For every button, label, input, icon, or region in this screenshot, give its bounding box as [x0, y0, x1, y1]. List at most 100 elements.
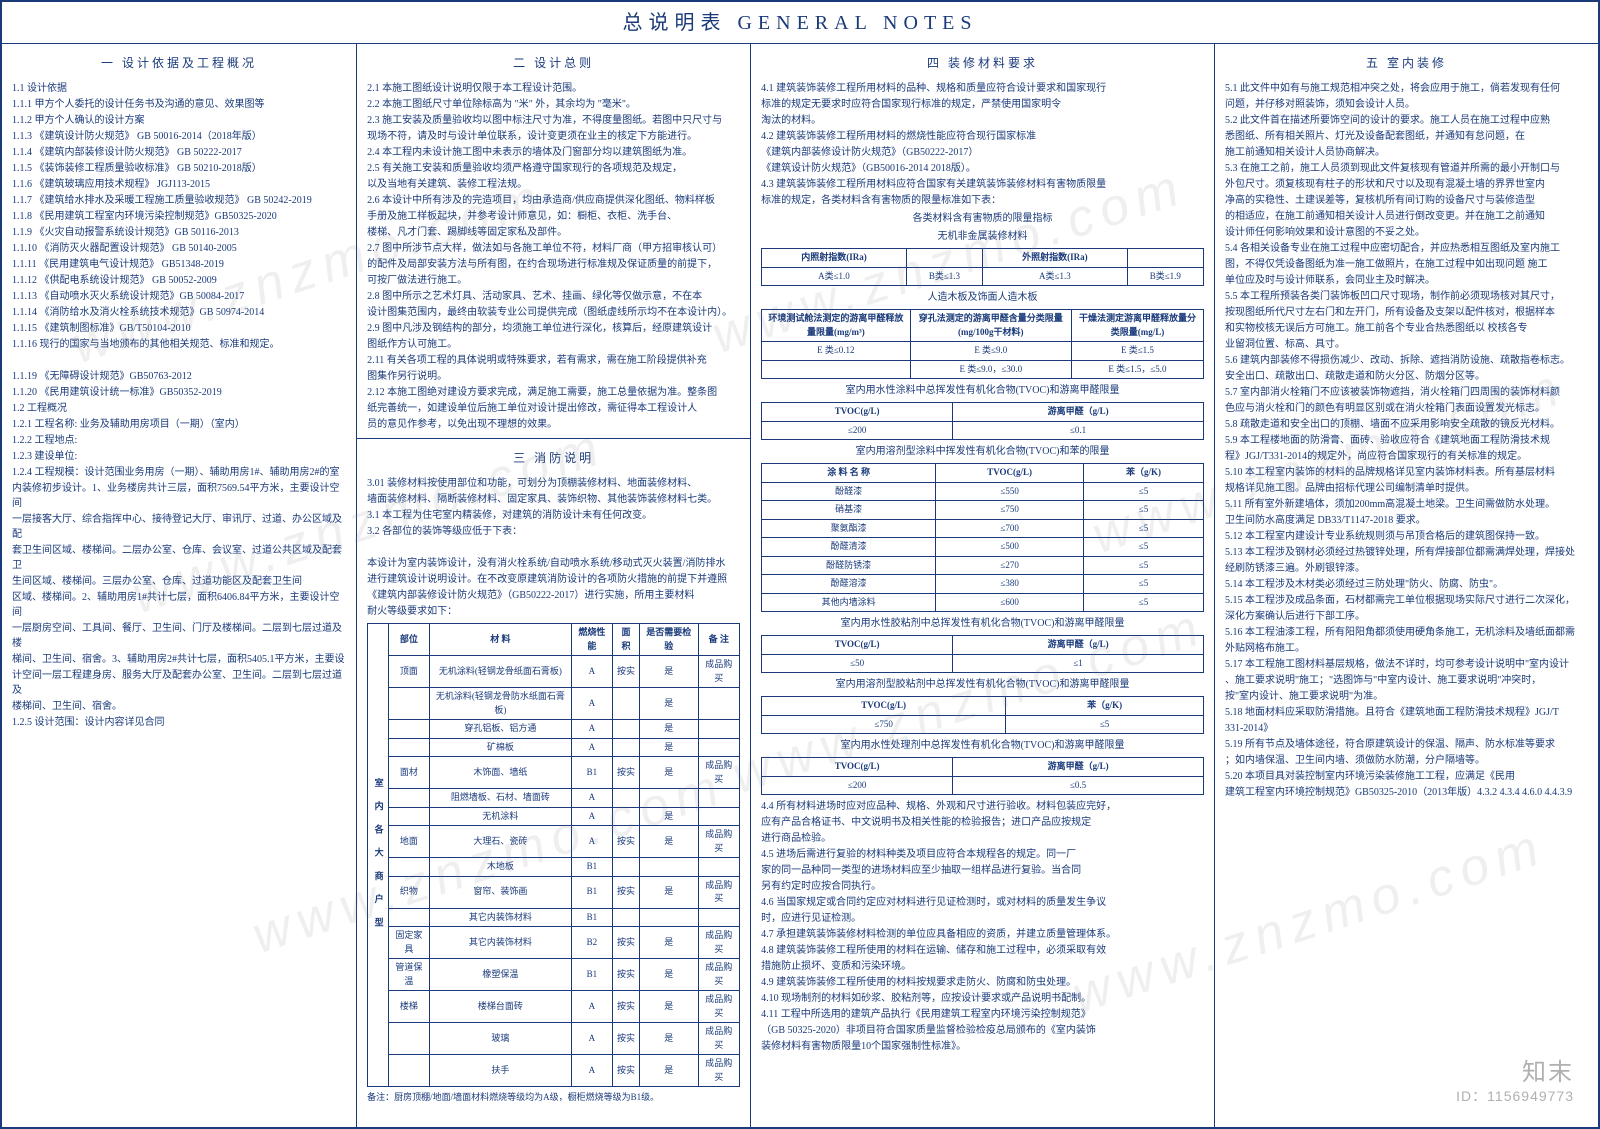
text-line: 套卫生间区域、楼梯间。二层办公室、仓库、会议室、过道公共区域及配套卫	[12, 543, 346, 573]
sec5-body: 5.1 此文件中如有与施工规范相冲突之处，将会应用于施工，倘若发现有任何 问题，…	[1225, 81, 1588, 800]
text-line: 1.1.10 《消防灭火器配置设计规范》 GB 50140-2005	[12, 241, 346, 256]
text-line: 4.4 所有材料进场时应对应品种、规格、外观和尺寸进行验收。材料包装应完好，	[761, 799, 1204, 814]
limit-table-7: TVOC(g/L)游离甲醛（g/L)≤200≤0.5	[761, 757, 1204, 795]
text-line: 进行建筑设计说明设计。在不改变原建筑消防设计的各项防火措施的前提下并遵照	[367, 572, 740, 587]
text-line: 员的意见作参考，以免出现不理想的效果。	[367, 417, 740, 432]
text-line: 外贴网格布施工。	[1225, 641, 1588, 656]
text-line: 5.7 室内部消火栓箱门不应该被装饰物遮挡，消火栓箱门四周围的装饰材料颜	[1225, 385, 1588, 400]
text-line: 5.16 本工程油漆工程，所有阳阳角都须使用硬角条施工，无机涂料及墙纸面都需	[1225, 625, 1588, 640]
text-line: 2.6 本设计中所有涉及的完造项目，均由承造商/供应商提供深化图纸、物料样板	[367, 193, 740, 208]
limit-sub0: 人造木板及饰面人造木板	[761, 290, 1204, 305]
text-line: 一层厨房空间、工具间、餐厅、卫生间、门厅及楼梯间。二层到七层过道及楼	[12, 621, 346, 651]
text-line: 1.2.4 工程规模：设计范围业务用房（一期）、辅助用房1#、辅助用房2#的室	[12, 465, 346, 480]
text-line: 5.6 建筑内部装修不得损伤减少、改动、拆除、遮挡消防设施、疏散指卷标志。	[1225, 353, 1588, 368]
text-line: 2.4 本工程内未设计施工图中未表示的墙体及门窗部分均以建筑图纸为准。	[367, 145, 740, 160]
text-line: 2.2 本施工图纸尺寸单位除标高为 "米" 外，其余均为 "毫米"。	[367, 97, 740, 112]
text-line: 1.1.2 甲方个人确认的设计方案	[12, 113, 346, 128]
drawing-sheet: 总说明表 GENERAL NOTES 一 设计依据及工程概况 1.1 设计依据1…	[0, 0, 1600, 1129]
text-line: 1.1.15 《建筑制图标准》GB/T50104-2010	[12, 321, 346, 336]
text-line: 经刷防锈漆三遍。外刷银锌漆。	[1225, 561, 1588, 576]
text-line: 5.11 所有室外新建墙体，须加200mm高混凝土地梁。卫生间需做防水处理。	[1225, 497, 1588, 512]
sec1-head: 一 设计依据及工程概况	[12, 50, 346, 80]
limit-table-1: 内照射指数(IRa)外照射指数(IRa)A类≤1.0B类≤1.3A类≤1.3B类…	[761, 248, 1204, 286]
col-4: 五 室内装修 5.1 此文件中如有与施工规范相冲突之处，将会应用于施工，倘若发现…	[1215, 44, 1598, 1127]
limit-table-6: TVOC(g/L)苯（g/K)≤750≤5	[761, 696, 1204, 734]
text-line: 4.1 建筑装饰装修工程所用材料的品种、规格和质量应符合设计要求和国家现行	[761, 81, 1204, 96]
text-line: 1.1.19 《无障碍设计规范》GB50763-2012	[12, 369, 346, 384]
text-line: 图，不得仅凭设备图纸为准一施工做照片，在施工过程中如出现问题 施工	[1225, 257, 1588, 272]
text-line	[367, 540, 740, 555]
text-line: 墙面装修材料、隔断装修材料、固定家具、装饰织物、其他装饰装修材料七类。	[367, 492, 740, 507]
text-line: 按"室内设计、施工要求说明"为准。	[1225, 689, 1588, 704]
text-line: 1.2.5 设计范围：设计内容详见合同	[12, 715, 346, 730]
text-line: 楼梯间、卫生间、宿舍。	[12, 699, 346, 714]
text-line: 现场不符，请及时与设计单位联系，设计变更须在业主的核定下方能进行。	[367, 129, 740, 144]
text-line: 331-2014》	[1225, 721, 1588, 736]
text-line: 净高的实稳性、土建误差等，复核机所有间订购的设备尺寸与装修造型	[1225, 193, 1588, 208]
limit-title3: 室内用水性涂料中总挥发性有机化合物(TVOC)和游离甲醛限量	[761, 383, 1204, 398]
text-line: 3.1 本工程为住宅室内精装修，对建筑的消防设计未有任何改变。	[367, 508, 740, 523]
text-line: 1.2 工程概况	[12, 401, 346, 416]
text-line: 设计师任何影响效果和设计意图的不妥之处。	[1225, 225, 1588, 240]
text-line: 时，应进行见证检测。	[761, 911, 1204, 926]
text-line: 2.7 图中所涉节点大样，做法如与各施工单位不符，材料厂商（甲方招审核认可）	[367, 241, 740, 256]
text-line: 5.2 此文件首在描述所要饰空间的设计的要求。施工人员在施工过程中应熟	[1225, 113, 1588, 128]
text-line: 4.6 当国家规定或合同约定应对材料进行见证检测时，或对材料的质量发生争议	[761, 895, 1204, 910]
text-line: 生间区域、楼梯间。三层办公室、仓库、过道功能区及配套卫生间	[12, 574, 346, 589]
text-line: 单位应及时与设计师联系，会同业主及时解决。	[1225, 273, 1588, 288]
text-line: 5.15 本工程涉及成品条面，石材都需完工单位根据现场实际尺寸进行二次深化，	[1225, 593, 1588, 608]
text-line: 1.1.1 甲方个人委托的设计任务书及沟通的意见、效果图等	[12, 97, 346, 112]
text-line: 5.12 本工程室内建设计专业系统规则须与吊顶合格后的建筑图保持一致。	[1225, 529, 1588, 544]
text-line: 5.20 本项目具对装控制室内环境污染装修施工工程，应满足《民用	[1225, 769, 1588, 784]
text-line: 3.2 各部位的装饰等级应低于下表：	[367, 524, 740, 539]
sec2-body: 2.1 本施工图纸设计说明仅限于本工程设计范围。2.2 本施工图纸尺寸单位除标高…	[367, 81, 740, 432]
text-line: 1.1.5 《装饰装修工程质量验收标准》 GB 50210-2018版）	[12, 161, 346, 176]
text-line: 5.9 本工程楼地面的防滑膏、面砖、验收应符合《建筑地面工程防滑技术规	[1225, 433, 1588, 448]
corner-id: ID：1156949773	[1456, 1088, 1574, 1105]
sheet-title: 总说明表 GENERAL NOTES	[2, 2, 1598, 44]
limit-table-5: TVOC(g/L)游离甲醛（g/L)≤50≤1	[761, 635, 1204, 673]
text-line: 耐火等级要求如下：	[367, 604, 740, 619]
text-line: 2.1 本施工图纸设计说明仅限于本工程设计范围。	[367, 81, 740, 96]
text-line: 4.9 建筑装饰装修工程所使用的材料按规要求走防火、防腐和防虫处理。	[761, 975, 1204, 990]
material-table: 室 内 各 大 商 户 型部位材 料燃烧性能面 积是否需要检验备 注顶面无机涂料…	[367, 623, 740, 1087]
text-line: 的配件及局部安装方法与所有图，在约合现场进行标准规及保证质量的前提下，	[367, 257, 740, 272]
text-line: 标准的规定无要求时应符合国家现行标准的规定，严禁使用国家明令	[761, 97, 1204, 112]
limit-table-3: TVOC(g/L)游离甲醛（g/L)≤200≤0.1	[761, 402, 1204, 440]
text-line: 5.5 本工程所预装各类门装饰板凹口尺寸现场，制作前必须现场核对其尺寸，	[1225, 289, 1588, 304]
limit-title6: 室内用溶剂型胶粘剂中总挥发性有机化合物(TVOC)和游离甲醛限量	[761, 677, 1204, 692]
text-line: 5.10 本工程室内装饰的材料的品牌规格详见室内装饰材料表。所有基层材料	[1225, 465, 1588, 480]
text-line: 5.18 地面材料应采取防滑措施。且符合《建筑地面工程防滑技术规程》JGJ/T	[1225, 705, 1588, 720]
text-line: 按现图纸所代尺寸左右门和左开门，所有设备及支架以配件核对，根据样本	[1225, 305, 1588, 320]
text-line: 规格详见施工图。品牌由招标代理公司编制清单时提供。	[1225, 481, 1588, 496]
text-line: 1.1.9 《火灾自动报警系统设计规范》GB 50116-2013	[12, 225, 346, 240]
text-line: 4.8 建筑装饰装修工程所使用的材料在运输、储存和施工过程中，必须采取有效	[761, 943, 1204, 958]
text-line: 程》JGJ/T331-2014的规定外，尚应符合国家现行的有关标准的规定。	[1225, 449, 1588, 464]
text-line: 1.1.4 《建筑内部装修设计防火规范》 GB 50222-2017	[12, 145, 346, 160]
text-line: 计空间一层工程建身房、服务大厅及配套办公室、卫生间。二层到七层过道及	[12, 668, 346, 698]
text-line: 以及当地有关建筑、装修工程法规。	[367, 177, 740, 192]
text-line: 《建筑内部装修设计防火规范》（GB50222-2017）	[761, 145, 1204, 160]
text-line	[12, 353, 346, 368]
text-line: 5.4 各相关设备专业在施工过程中应密切配合，并应热悉相互图纸及室内施工	[1225, 241, 1588, 256]
text-line: 纸完善统一，如建设单位后施工单位对设计提出修改，需征得本工程设计人	[367, 401, 740, 416]
text-line: 手册及施工样板起块，并参考设计师意见，如：橱柜、衣柜、洗手台、	[367, 209, 740, 224]
col-1: 一 设计依据及工程概况 1.1 设计依据1.1.1 甲方个人委托的设计任务书及沟…	[2, 44, 357, 1127]
mat-table-note: 备注：厨房顶棚/地面/墙面材料燃烧等级均为A级，橱柜燃烧等级为B1级。	[367, 1091, 740, 1105]
text-line: 业留洞位置、标高、具寸。	[1225, 337, 1588, 352]
text-line: 本设计为室内装饰设计，没有消火栓系统/自动喷水系统/移动式灭火装置/消防排水	[367, 556, 740, 571]
text-line: 1.2.1 工程名称: 业务及辅助用房项目（一期）（室内）	[12, 417, 346, 432]
columns: 一 设计依据及工程概况 1.1 设计依据1.1.1 甲方个人委托的设计任务书及沟…	[2, 44, 1598, 1127]
text-line: 淘汰的材料。	[761, 113, 1204, 128]
text-line: ；如内墙保温、卫生间内墙、须做防水防潮，分户隔墙等。	[1225, 753, 1588, 768]
text-line: 4.2 建筑装饰装修工程所用材料的燃烧性能应符合现行国家标准	[761, 129, 1204, 144]
text-line: 设计图集范围内，最终由软装专业公司提供完成（图纸虚线所示均不在本设计内）。	[367, 305, 740, 320]
divider	[357, 438, 750, 439]
text-line: 2.9 图中凡涉及钢结构的部分，均须施工单位进行深化，核算后，经原建筑设计	[367, 321, 740, 336]
text-line: 卫生间防水高度满足 DB33/T1147-2018 要求。	[1225, 513, 1588, 528]
text-line: 2.11 有关各项工程的具体说明或特殊要求，若有需求，需在施工阶段提供补充	[367, 353, 740, 368]
sec3-body: 3.01 装修材料按使用部位和功能，可划分为顶棚装修材料、地面装修材料、 墙面装…	[367, 476, 740, 619]
text-line: （GB 50325-2020）非项目符合国家质量监督检验检疫总局颁布的《室内装饰	[761, 1023, 1204, 1038]
text-line: 2.5 有关施工安装和质量验收均须严格遵守国家现行的各项规范及规定，	[367, 161, 740, 176]
text-line: 4.11 工程中所选用的建筑产品执行《民用建筑工程室内环境污染控制规范》	[761, 1007, 1204, 1022]
